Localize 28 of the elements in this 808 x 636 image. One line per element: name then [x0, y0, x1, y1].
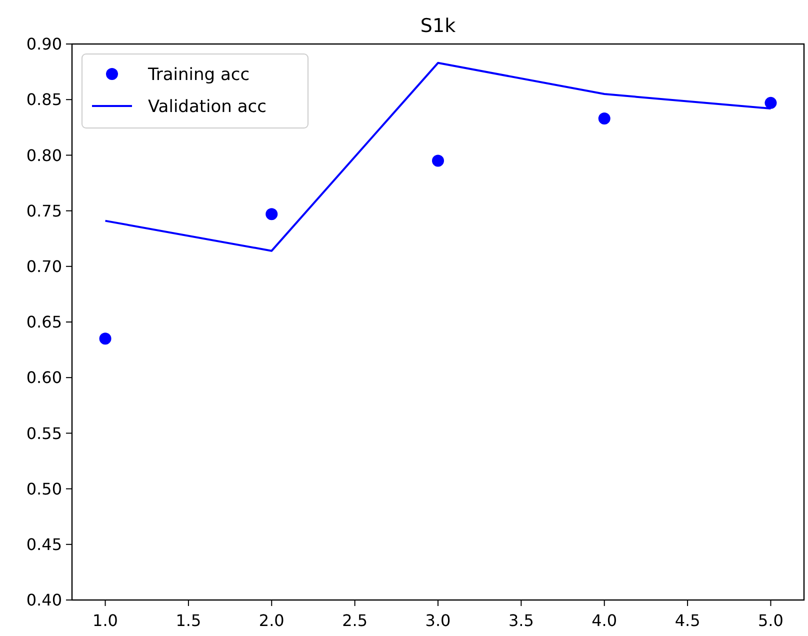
y-tick-label: 0.70	[26, 257, 62, 276]
point	[99, 332, 112, 345]
point	[598, 112, 610, 125]
legend-label: Validation acc	[148, 96, 266, 117]
y-tick-label: 0.65	[26, 312, 62, 332]
chart-title: S1k	[420, 15, 456, 37]
legend-label: Training acc	[147, 64, 250, 85]
point	[266, 208, 278, 220]
y-tick-label: 0.50	[26, 479, 62, 498]
point	[764, 96, 777, 109]
y-tick-label: 0.80	[26, 146, 62, 165]
y-tick-label: 0.40	[26, 590, 62, 610]
x-tick-label: 3.5	[508, 611, 534, 630]
x-tick-label: 4.0	[592, 611, 618, 630]
y-tick-label: 0.90	[26, 34, 62, 54]
x-tick-label: 2.0	[258, 611, 284, 630]
x-tick-label: 1.5	[176, 611, 202, 630]
y-tick-label: 0.85	[26, 90, 62, 110]
y-tick-label: 0.60	[26, 368, 62, 388]
x-tick-label: 1.0	[92, 611, 118, 630]
x-tick-label: 2.5	[342, 611, 368, 630]
y-tick-label: 0.75	[26, 201, 62, 220]
y-tick-label: 0.55	[26, 424, 62, 443]
x-tick-label: 5.0	[758, 611, 784, 630]
y-tick-label: 0.45	[26, 535, 62, 554]
point	[432, 154, 444, 167]
x-tick-label: 3.0	[425, 611, 451, 630]
x-tick-label: 4.5	[674, 611, 700, 630]
